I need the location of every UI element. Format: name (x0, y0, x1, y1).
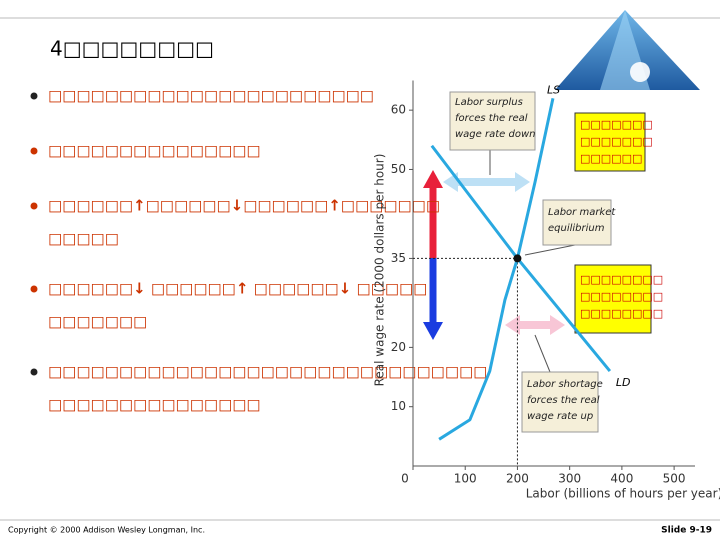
bullet-text: □□□□□□↓ □□□□□□↑ □□□□□□↓ □□□□□ (48, 280, 427, 298)
x-tick-label: 300 (558, 472, 581, 486)
x-tick-label: 0 (401, 472, 409, 486)
annotation-text: Labor surplus (455, 97, 523, 108)
copyright: Copyright © 2000 Addison Wesley Longman,… (8, 526, 205, 535)
callout-text: □□□□□□□ (580, 118, 653, 131)
bullet-text: □□□□□□↑□□□□□□↓□□□□□□↑□□□□□□□ (48, 197, 440, 215)
y-tick-label: 50 (391, 162, 406, 176)
bullet-dot (30, 202, 38, 210)
y-tick-label: 10 (391, 399, 406, 413)
annotation-boxes (449, 91, 652, 433)
bullet-text: □□□□□□□□□□□□□□□ (48, 396, 261, 414)
bullet-dot (30, 368, 38, 376)
y-tick-label: 20 (391, 340, 406, 354)
arrows (423, 150, 576, 373)
bullet-text: □□□□□□□□□□□□□□□□□□□□□□□ (48, 87, 374, 105)
annotation-text: Labor shortage (527, 379, 603, 390)
y-axis-label: Real wage rate (2000 dollars per hour) (373, 154, 387, 387)
y-tick-label: 60 (391, 103, 406, 117)
annotation-text: wage rate up (527, 411, 593, 422)
bullet-text: □□□□□ (48, 230, 119, 248)
callout-text: □□□□□□□□ (580, 290, 663, 303)
y-tick-label: 35 (391, 251, 406, 265)
slide-number: Slide 9-19 (661, 526, 712, 536)
bullet-dot (30, 147, 38, 155)
x-tick-label: 500 (663, 472, 686, 486)
series-line (438, 97, 555, 441)
bullet-text: □□□□□□□□□□□□□□□□□□□□□□□□□□□□□□□ (48, 363, 487, 381)
slide-title: 4□□□□□□□□ (50, 37, 214, 61)
equilibrium-point (513, 254, 522, 263)
bullet-dot (30, 92, 38, 100)
callout-text: □□□□□□□ (580, 135, 653, 148)
annotation-text: Labor market (548, 207, 616, 218)
callout-text: □□□□□□□□ (580, 273, 663, 286)
bullet-dot (30, 285, 38, 293)
x-axis-label: Labor (billions of hours per year) (526, 487, 720, 501)
bullet-text: □□□□□□□ (48, 313, 147, 331)
annotation-text: forces the real (455, 113, 528, 124)
annotation-text: forces the real (527, 395, 600, 406)
x-tick-label: 100 (454, 472, 477, 486)
annotation-text: equilibrium (548, 223, 605, 234)
pyramid-image (555, 10, 700, 90)
series-label: LD (616, 376, 631, 389)
x-tick-label: 400 (610, 472, 633, 486)
series-label: LS (547, 83, 560, 96)
bullet-text: □□□□□□□□□□□□□□□ (48, 142, 261, 160)
callout-text: □□□□□□□□ (580, 307, 663, 320)
x-tick-label: 200 (506, 472, 529, 486)
callout-text: □□□□□□ (580, 152, 642, 165)
annotation-text: wage rate down (455, 129, 535, 140)
